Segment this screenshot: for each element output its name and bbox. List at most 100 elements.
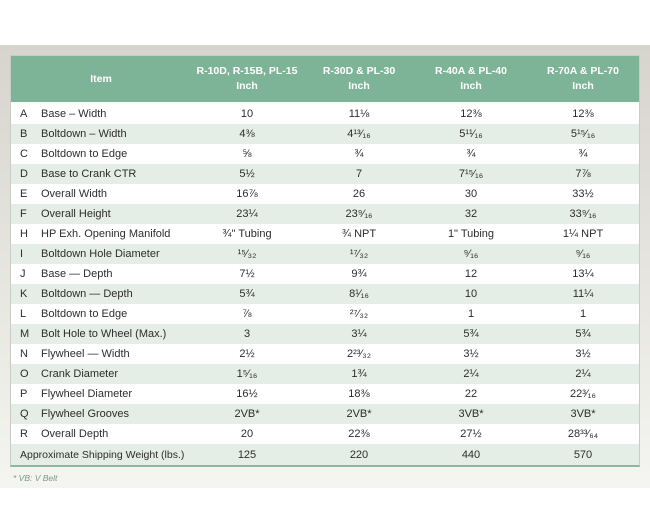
- row-value-col1: 5¾: [239, 288, 255, 300]
- row-value-col4: 1: [579, 308, 587, 320]
- row-value-col4: ⁹⁄₁₆: [575, 248, 591, 260]
- table-row: D Base to Crank CTR 5½ 7 7¹⁵⁄₁₆ 7⅞: [11, 164, 639, 184]
- row-letter: E: [20, 188, 28, 200]
- table-panel: Item R-10D, R-15B, PL-15 Inch R-30D & PL…: [0, 45, 650, 488]
- row-item-label: Flywheel Diameter: [41, 388, 133, 400]
- row-value-col1: 20: [240, 428, 254, 440]
- row-item-label: Base to Crank CTR: [41, 168, 137, 180]
- row-value-col4: 13¼: [572, 268, 594, 280]
- row-value-col4: 3½: [575, 348, 591, 360]
- dimension-spec-table: Item R-10D, R-15B, PL-15 Inch R-30D & PL…: [10, 55, 640, 467]
- row-value-col1: 16⅞: [236, 188, 258, 200]
- row-item-label: Boltdown to Edge: [41, 308, 128, 320]
- row-item-label: HP Exh. Opening Manifold: [41, 228, 171, 240]
- table-row: P Flywheel Diameter 16½ 18⅜ 22 22³⁄₁₆: [11, 384, 639, 404]
- table-row: I Boltdown Hole Diameter ¹⁵⁄₃₂ ¹⁷⁄₃₂ ⁹⁄₁…: [11, 244, 639, 264]
- row-value-col2: 2²³⁄₃₂: [346, 348, 372, 360]
- row-value-col2: ²⁷⁄₃₂: [349, 308, 369, 320]
- row-value-col2: ¹⁷⁄₃₂: [349, 248, 369, 260]
- row-value-col3: 30: [464, 188, 478, 200]
- row-value-col3: 32: [464, 208, 478, 220]
- row-value-col1: 1⁵⁄₁₆: [236, 368, 258, 380]
- row-value-col1: ¹⁵⁄₃₂: [237, 248, 257, 260]
- row-value-col1: ⅞: [242, 308, 252, 320]
- row-value-col2: ¾ NPT: [341, 228, 377, 240]
- row-value-col1: 2VB*: [234, 408, 260, 420]
- row-value-col4: 11¼: [572, 288, 594, 300]
- row-item-label: Bolt Hole to Wheel (Max.): [41, 328, 167, 340]
- table-row: E Overall Width 16⅞ 26 30 33½: [11, 184, 639, 204]
- row-item-label: Boltdown to Edge: [41, 148, 128, 160]
- row-item-label: Flywheel — Width: [41, 348, 130, 360]
- header-col-r70a: R-70A & PL-70 Inch: [527, 56, 639, 102]
- table-row: B Boltdown – Width 4⅜ 4¹³⁄₁₆ 5¹¹⁄₁₆ 5¹⁵⁄…: [11, 124, 639, 144]
- header-col-r30d: R-30D & PL-30 Inch: [303, 56, 415, 102]
- row-letter: K: [20, 288, 28, 300]
- row-value-col4: 12⅜: [572, 108, 594, 120]
- table-row: C Boltdown to Edge ⅝ ¾ ¾ ¾: [11, 144, 639, 164]
- table-header: Item R-10D, R-15B, PL-15 Inch R-30D & PL…: [11, 56, 639, 104]
- table-row: J Base — Depth 7½ 9¾ 12 13¼: [11, 264, 639, 284]
- table-row: H HP Exh. Opening Manifold ¾" Tubing ¾ N…: [11, 224, 639, 244]
- header-models: R-10D, R-15B, PL-15: [196, 65, 298, 78]
- row-value-col3: 2¼: [463, 368, 479, 380]
- row-value-col3: 7¹⁵⁄₁₆: [458, 168, 484, 180]
- row-item-label: Boltdown Hole Diameter: [41, 248, 160, 260]
- table-row: K Boltdown — Depth 5¾ 8¹⁄₁₆ 10 11¼: [11, 284, 639, 304]
- row-letter: M: [20, 328, 30, 340]
- header-unit: Inch: [460, 80, 482, 92]
- row-value-col2: 22⅜: [348, 428, 370, 440]
- shipping-weight-col2: 220: [349, 448, 369, 461]
- header-models: R-70A & PL-70: [547, 65, 619, 78]
- row-letter: H: [20, 228, 28, 240]
- row-letter: P: [20, 388, 28, 400]
- header-models: R-30D & PL-30: [322, 65, 396, 78]
- row-value-col3: 12: [464, 268, 478, 280]
- row-letter: I: [20, 248, 24, 260]
- row-value-col1: 23¼: [236, 208, 258, 220]
- row-value-col1: 4⅜: [239, 128, 255, 140]
- row-letter: F: [20, 208, 27, 220]
- row-value-col2: 4¹³⁄₁₆: [347, 128, 371, 140]
- row-letter: D: [20, 168, 28, 180]
- row-value-col4: 5¹⁵⁄₁₆: [570, 128, 596, 140]
- row-letter: L: [20, 308, 27, 320]
- row-value-col1: 5½: [239, 168, 255, 180]
- row-value-col3: 22: [464, 388, 478, 400]
- row-value-col4: 28³³⁄₆₄: [567, 428, 599, 440]
- row-value-col1: 2½: [239, 348, 255, 360]
- row-value-col4: ¾: [578, 148, 588, 160]
- shipping-weight-col4: 570: [573, 448, 593, 461]
- table-body: A Base – Width 10 11⅛ 12⅜ 12⅜ B Boltdown…: [11, 104, 639, 444]
- row-value-col4: 33½: [572, 188, 594, 200]
- row-value-col3: 1" Tubing: [447, 228, 495, 240]
- row-letter: O: [20, 368, 29, 380]
- row-value-col1: ¾" Tubing: [222, 228, 272, 240]
- row-letter: C: [20, 148, 28, 160]
- table-row: R Overall Depth 20 22⅜ 27½ 28³³⁄₆₄: [11, 424, 639, 444]
- shipping-weight-col1: 125: [237, 448, 257, 461]
- table-row: Q Flywheel Grooves 2VB* 2VB* 3VB* 3VB*: [11, 404, 639, 424]
- row-value-col1: 10: [240, 108, 254, 120]
- row-value-col4: 22³⁄₁₆: [570, 388, 596, 400]
- row-value-col3: 3VB*: [458, 408, 484, 420]
- row-value-col2: ¾: [354, 148, 364, 160]
- row-item-label: Overall Height: [41, 208, 111, 220]
- row-value-col2: 18⅜: [348, 388, 370, 400]
- row-item-label: Overall Depth: [41, 428, 109, 440]
- header-unit: Inch: [572, 80, 594, 92]
- row-item-label: Base — Depth: [41, 268, 113, 280]
- header-col-r10d: R-10D, R-15B, PL-15 Inch: [191, 56, 303, 102]
- row-item-label: Overall Width: [41, 188, 108, 200]
- row-value-col3: 27½: [460, 428, 482, 440]
- header-models: R-40A & PL-40: [435, 65, 507, 78]
- row-letter: N: [20, 348, 28, 360]
- row-letter: R: [20, 428, 28, 440]
- table-row: O Crank Diameter 1⁵⁄₁₆ 1¾ 2¼ 2¼: [11, 364, 639, 384]
- row-value-col3: ¾: [466, 148, 476, 160]
- row-value-col4: 1¼ NPT: [562, 228, 604, 240]
- row-value-col3: 1: [467, 308, 475, 320]
- row-value-col1: 16½: [236, 388, 258, 400]
- row-value-col3: 5¹¹⁄₁₆: [459, 128, 483, 140]
- row-value-col2: 23⁹⁄₁₆: [345, 208, 373, 220]
